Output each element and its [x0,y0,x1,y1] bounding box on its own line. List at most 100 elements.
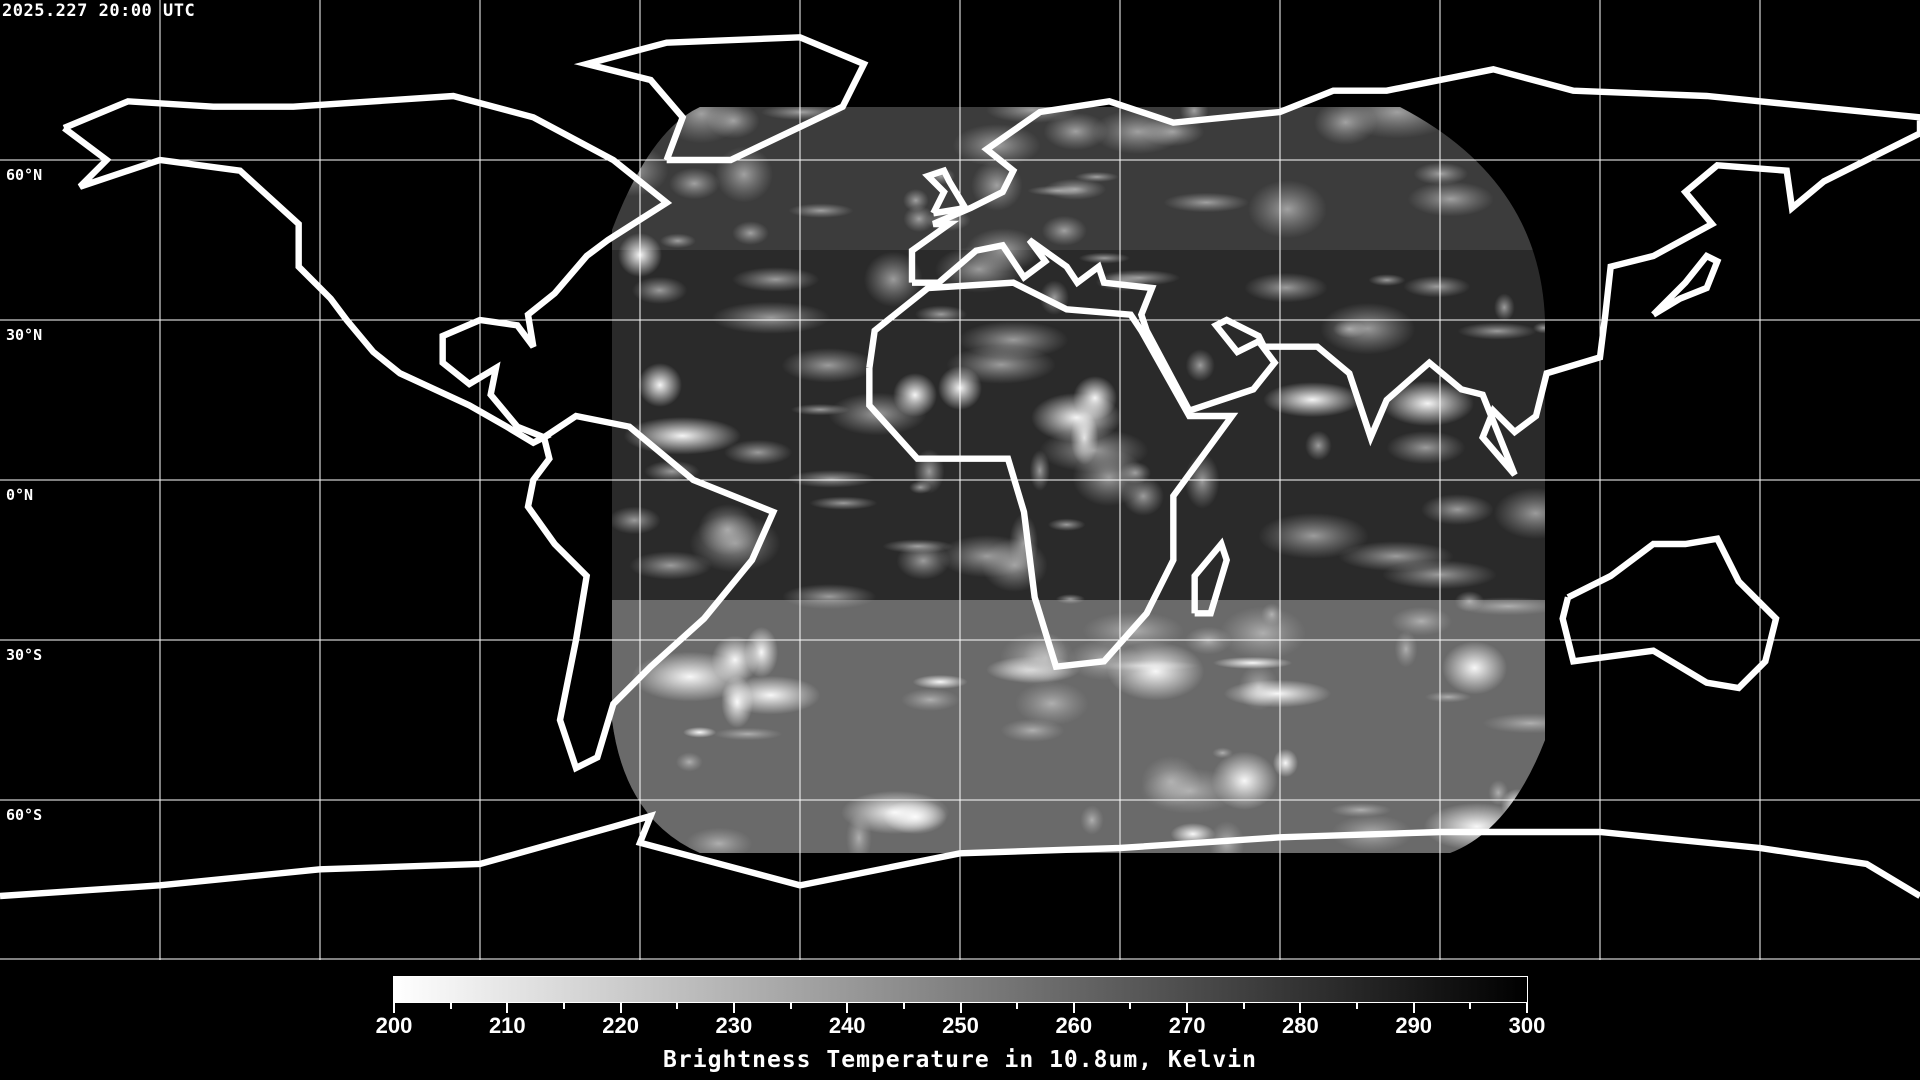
cloud [981,538,1048,592]
lat-label: 60°S [6,806,43,824]
cloud [629,551,713,580]
cloud [675,752,703,772]
cloud [1424,691,1472,703]
cloud [1219,606,1306,660]
cloud [1140,768,1240,814]
colorbar-tick [959,1003,962,1013]
cloud [721,675,754,729]
cloud [713,727,783,741]
satellite-image [612,107,1545,853]
colorbar-tick-label: 230 [715,1013,753,1038]
convective-cloud [1073,376,1117,420]
cloud [1338,541,1454,572]
colorbar-tick [1412,1003,1415,1013]
cloud [790,403,850,416]
colorbar-tick [1072,1003,1075,1013]
cloud [846,813,872,853]
cloud [1442,641,1508,695]
colorbar-title: Brightness Temperature in 10.8um, Kelvin [663,1047,1257,1073]
coastline-north-america [62,92,673,447]
cloud [1185,349,1215,382]
cloud [612,506,661,535]
colorbar-tick-label: 300 [1508,1013,1546,1038]
satellite-map [0,0,1920,960]
coastlines [0,34,1920,900]
colorbar-tick [1186,1003,1189,1013]
colorbar-tick [506,1003,509,1013]
colorbar [393,976,1528,1003]
cloud [1212,747,1233,759]
cloud [809,496,878,510]
colorbar-tick [1356,1003,1359,1009]
cloud [1368,274,1406,287]
cloud [1320,302,1416,355]
cloud [1184,626,1232,655]
coastline-south-america [524,412,778,773]
colorbar-tick-label: 200 [375,1013,413,1038]
convective-cloud [638,363,682,407]
cloud [1532,322,1545,334]
cloud [1092,109,1184,155]
cloud [1493,487,1545,540]
cloud [782,583,877,610]
cloud [1041,215,1087,246]
colorbar-tick-label: 210 [488,1013,526,1038]
colorbar-tick-label: 220 [602,1013,639,1038]
cloud [1039,428,1149,473]
coastline-eurasia [908,66,1920,477]
cloud [1330,802,1392,818]
cloud [1023,633,1069,683]
coastline-australia [1559,535,1780,692]
cloud [1223,679,1332,708]
lat-label: 30°N [6,326,43,344]
colorbar-tick-label: 270 [1168,1013,1206,1038]
cloud [1107,642,1205,701]
cloud [659,233,696,249]
cloud [631,276,688,305]
cloud [1381,380,1475,427]
cloud [685,827,753,853]
cloud [631,651,749,702]
cloud [659,107,744,144]
colorbar-tick [1526,1003,1528,1013]
colorbar-tick [449,1003,452,1009]
cloud [1055,594,1086,605]
coastline-madagascar [1191,537,1231,617]
cloud [903,205,935,233]
cloud [781,348,875,383]
cloud [1407,181,1494,217]
cloud [1394,630,1418,668]
cloud [732,221,769,245]
cloud [1029,450,1050,492]
colorbar-tick [676,1003,679,1009]
cloud [1080,805,1104,835]
lat-lon-grid [0,0,1920,960]
cloud [698,504,758,556]
colorbar-tick [393,1003,395,1013]
cloud [1244,272,1328,303]
colorbar-tick-label: 240 [828,1013,866,1038]
coastline-greenland [573,34,869,164]
cloud [1494,293,1515,322]
cloud [1420,493,1494,526]
cloud [1047,518,1086,531]
colorbar-tick [619,1003,622,1013]
cloud [744,626,779,678]
cloud [958,321,1069,359]
cloud [1457,322,1538,340]
colorbar-tick [732,1003,735,1013]
coastline-uk [922,166,971,217]
cloud [1044,178,1107,200]
cloud [788,203,854,218]
lat-label: 30°S [6,646,43,664]
colorbar-tick-label: 260 [1055,1013,1093,1038]
cloud [1043,112,1108,151]
cloud [986,107,1079,124]
timestamp: 2025.227 20:00 UTC [2,1,196,21]
cloud [1258,512,1369,559]
colorbar-tick-label: 290 [1395,1013,1433,1038]
cloud [1261,603,1283,626]
cloud [723,439,793,466]
cloud [1248,180,1327,239]
cloud [1314,107,1377,145]
